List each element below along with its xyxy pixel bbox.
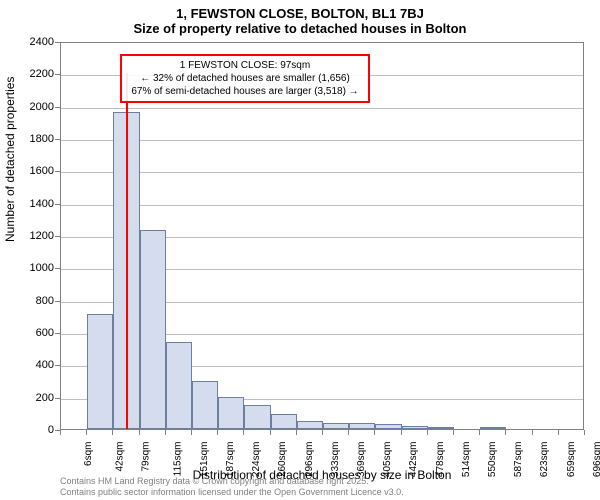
ytick-mark	[55, 268, 60, 269]
annotation-box: 1 FEWSTON CLOSE: 97sqm ← 32% of detached…	[120, 54, 370, 103]
ytick-label: 1000	[14, 262, 54, 274]
footnote-line1: Contains HM Land Registry data © Crown c…	[60, 476, 404, 487]
xtick-mark	[322, 430, 323, 435]
xtick-label: 696sqm	[592, 442, 600, 478]
ytick-label: 1800	[14, 133, 54, 145]
footnote: Contains HM Land Registry data © Crown c…	[60, 476, 404, 498]
ytick-mark	[55, 204, 60, 205]
histogram-bar	[428, 427, 454, 429]
ytick-label: 200	[14, 392, 54, 404]
xtick-mark	[348, 430, 349, 435]
xtick-mark	[165, 430, 166, 435]
ytick-mark	[55, 365, 60, 366]
xtick-mark	[427, 430, 428, 435]
ytick-mark	[55, 107, 60, 108]
histogram-bar	[271, 414, 297, 429]
ytick-label: 1400	[14, 198, 54, 210]
histogram-bar	[166, 342, 192, 429]
xtick-label: 79sqm	[141, 442, 152, 472]
xtick-mark	[374, 430, 375, 435]
ytick-mark	[55, 333, 60, 334]
chart-wrapper: 0200400600800100012001400160018002000220…	[60, 42, 584, 430]
xtick-label: 42sqm	[115, 442, 126, 472]
histogram-bar	[140, 230, 166, 429]
ytick-mark	[55, 236, 60, 237]
ytick-mark	[55, 42, 60, 43]
histogram-bar	[244, 405, 270, 429]
histogram-bar	[480, 427, 506, 429]
ytick-label: 0	[14, 424, 54, 436]
xtick-mark	[584, 430, 585, 435]
xtick-mark	[296, 430, 297, 435]
annotation-line2: ← 32% of detached houses are smaller (1,…	[128, 72, 362, 85]
histogram-bar	[402, 426, 428, 429]
annotation-line1: 1 FEWSTON CLOSE: 97sqm	[128, 59, 362, 72]
xtick-mark	[532, 430, 533, 435]
ytick-label: 400	[14, 359, 54, 371]
xtick-mark	[453, 430, 454, 435]
ytick-mark	[55, 398, 60, 399]
ytick-mark	[55, 74, 60, 75]
ytick-label: 800	[14, 295, 54, 307]
ytick-label: 2000	[14, 101, 54, 113]
chart-title-line2: Size of property relative to detached ho…	[0, 21, 600, 40]
xtick-mark	[558, 430, 559, 435]
xtick-mark	[86, 430, 87, 435]
histogram-bar	[349, 423, 375, 429]
histogram-bar	[375, 424, 401, 429]
xtick-mark	[139, 430, 140, 435]
gridline-h	[61, 108, 583, 109]
xtick-mark	[217, 430, 218, 435]
xtick-mark	[270, 430, 271, 435]
histogram-bar	[323, 423, 349, 429]
xtick-label: 6sqm	[83, 442, 94, 466]
marker-line	[126, 73, 128, 429]
histogram-bar	[218, 397, 244, 429]
xtick-mark	[479, 430, 480, 435]
footnote-line2: Contains public sector information licen…	[60, 487, 404, 498]
ytick-label: 2400	[14, 36, 54, 48]
histogram-bar	[297, 421, 323, 429]
xtick-mark	[401, 430, 402, 435]
ytick-label: 1200	[14, 230, 54, 242]
xtick-mark	[112, 430, 113, 435]
xtick-mark	[505, 430, 506, 435]
xtick-mark	[60, 430, 61, 435]
chart-title-line1: 1, FEWSTON CLOSE, BOLTON, BL1 7BJ	[0, 0, 600, 21]
annotation-line3: 67% of semi-detached houses are larger (…	[128, 85, 362, 98]
histogram-bar	[87, 314, 113, 429]
ytick-mark	[55, 171, 60, 172]
ytick-label: 600	[14, 327, 54, 339]
histogram-bar	[192, 381, 218, 430]
ytick-mark	[55, 139, 60, 140]
ytick-mark	[55, 301, 60, 302]
ytick-label: 1600	[14, 165, 54, 177]
ytick-label: 2200	[14, 68, 54, 80]
xtick-mark	[243, 430, 244, 435]
xtick-mark	[191, 430, 192, 435]
